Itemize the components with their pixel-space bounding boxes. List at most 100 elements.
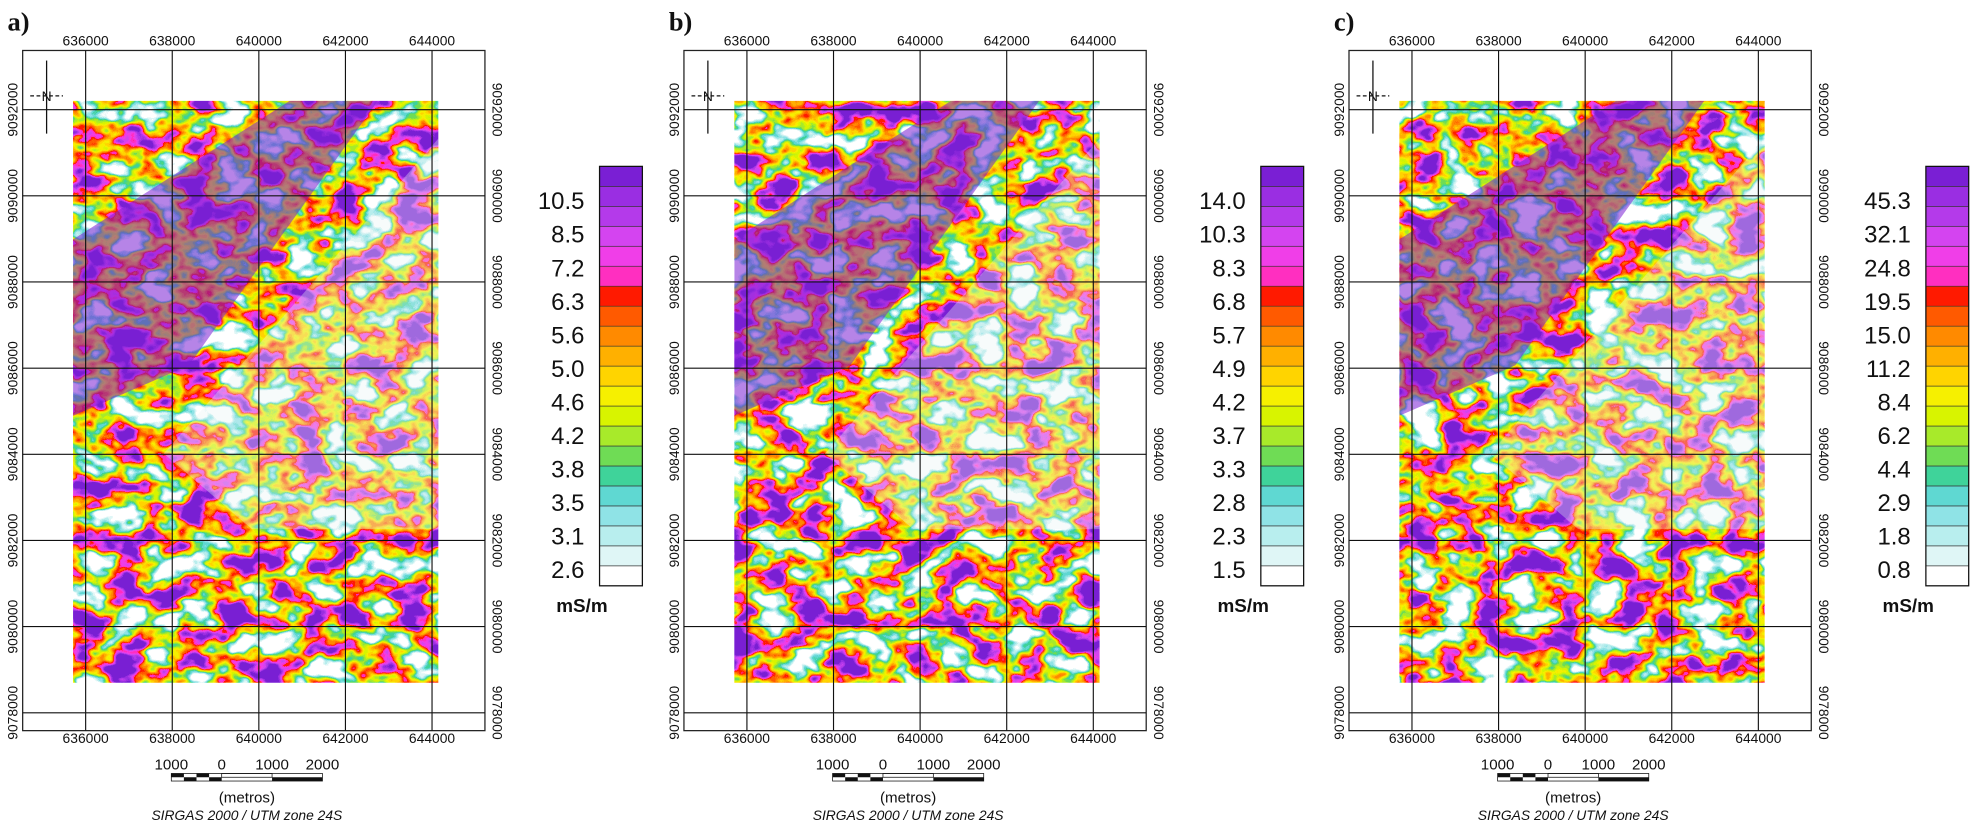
- legend-swatch: [599, 445, 643, 467]
- legend-label: 10.5: [538, 188, 585, 215]
- north-label: N: [703, 88, 713, 104]
- y-tick-label: 9082000: [666, 513, 682, 567]
- legend-label: 8.4: [1877, 389, 1910, 416]
- crs-label: SIRGAS 2000 / UTM zone 24S: [151, 807, 343, 823]
- legend-swatch: [599, 485, 643, 507]
- panel-label: a): [8, 6, 30, 36]
- x-tick-label: 642000: [984, 730, 1030, 746]
- legend-swatch: [599, 465, 643, 487]
- legend-unit: mS/m: [1883, 596, 1934, 617]
- map-panel: a) 636000 636000 638000 638000 640000 640000 64…: [5, 6, 644, 823]
- y-tick-label: 9080000: [1151, 600, 1167, 654]
- legend-swatch: [1925, 445, 1970, 467]
- legend-swatch: [1260, 305, 1304, 327]
- legend-swatch: [599, 325, 643, 347]
- x-tick-label: 642000: [322, 32, 368, 48]
- legend-label: 5.7: [1212, 322, 1245, 349]
- legend-label: 1.8: [1877, 524, 1910, 551]
- y-tick-label: 9080000: [489, 600, 505, 654]
- x-tick-label: 638000: [1475, 730, 1521, 746]
- scale-seg: [1535, 777, 1549, 782]
- legend-label: 5.0: [551, 356, 584, 383]
- x-tick-label: 640000: [236, 730, 282, 746]
- y-tick-label: 9078000: [1151, 686, 1167, 740]
- y-tick-label: 9092000: [5, 82, 21, 136]
- x-tick-label: 642000: [984, 32, 1030, 48]
- x-tick-label: 638000: [810, 32, 856, 48]
- y-tick-label: 9092000: [1331, 82, 1347, 136]
- legend-swatch: [1925, 186, 1970, 207]
- scale-seg: [1547, 773, 1599, 778]
- scale-seg: [832, 773, 846, 778]
- y-tick-label: 9090000: [1151, 169, 1167, 223]
- x-tick-label: 638000: [1475, 32, 1521, 48]
- legend-swatch: [599, 186, 643, 207]
- legend-label: 32.1: [1864, 222, 1911, 249]
- legend-label: 4.9: [1212, 356, 1245, 383]
- scale-label: 1000: [154, 757, 188, 774]
- legend-swatch: [1260, 166, 1304, 187]
- legend-swatch: [1260, 345, 1304, 367]
- scale-frame: [170, 773, 323, 782]
- high-band: [73, 100, 378, 416]
- legend-label: 3.8: [551, 457, 584, 484]
- legend-swatch: [599, 565, 643, 587]
- crs-label: SIRGAS 2000 / UTM zone 24S: [813, 807, 1005, 823]
- y-tick-label: 9082000: [1331, 513, 1347, 567]
- legend-swatch: [1925, 385, 1970, 407]
- legend-swatch: [1925, 245, 1970, 267]
- scale-label: 2000: [1632, 757, 1666, 774]
- x-tick-label: 638000: [149, 32, 195, 48]
- low-zone: [825, 138, 1100, 530]
- scale-label: 1000: [1582, 757, 1616, 774]
- y-tick-label: 9084000: [1151, 427, 1167, 481]
- scale-label: 2000: [306, 757, 340, 774]
- scale-unit: (metros): [1545, 789, 1601, 806]
- scale-seg: [183, 777, 197, 782]
- scale-seg: [272, 777, 323, 782]
- legend-swatch: [1925, 405, 1970, 427]
- map-panel: b) 636000 636000 638000 638000 640000 640000 64…: [666, 6, 1305, 823]
- legend-frame: [1925, 165, 1970, 587]
- legend-label: 4.2: [551, 423, 584, 450]
- y-tick-label: 9082000: [1151, 514, 1167, 568]
- legend-swatch: [1925, 225, 1970, 247]
- legend-swatch: [1925, 205, 1970, 227]
- legend-swatch: [1925, 265, 1970, 287]
- legend-swatch: [599, 525, 643, 547]
- crs-label: SIRGAS 2000 / UTM zone 24S: [1478, 807, 1670, 823]
- x-tick-label: 640000: [1562, 730, 1608, 746]
- legend-label: 6.2: [1877, 423, 1910, 450]
- legend-swatch: [1260, 425, 1304, 447]
- legend-label: 8.5: [551, 222, 584, 249]
- scale-seg: [857, 773, 871, 778]
- legend-label: 1.5: [1212, 557, 1245, 584]
- y-tick-label: 9086000: [1816, 341, 1832, 395]
- legend-swatch: [1925, 505, 1970, 527]
- y-tick-label: 9086000: [489, 341, 505, 395]
- legend-label: 3.3: [1212, 457, 1245, 484]
- legend-swatch: [599, 345, 643, 367]
- legend-label: 2.6: [551, 557, 584, 584]
- y-tick-label: 9084000: [5, 427, 21, 481]
- legend-swatch: [1260, 265, 1304, 287]
- y-tick-label: 9090000: [489, 169, 505, 223]
- y-tick-label: 9078000: [666, 686, 682, 740]
- legend-swatch: [599, 425, 643, 447]
- scale-unit: (metros): [219, 789, 275, 806]
- legend-swatch: [1925, 325, 1970, 347]
- y-tick-label: 9082000: [1816, 514, 1832, 568]
- scale-frame: [832, 773, 985, 782]
- x-tick-label: 638000: [149, 730, 195, 746]
- legend-label: 0.8: [1877, 557, 1910, 584]
- y-tick-label: 9078000: [1816, 686, 1832, 740]
- legend-unit: mS/m: [1217, 596, 1268, 617]
- scale-label: 0: [1544, 757, 1552, 774]
- legend-swatch: [1925, 285, 1970, 307]
- legend-label: 2.3: [1212, 524, 1245, 551]
- x-tick-label: 636000: [1389, 32, 1435, 48]
- legend-swatch: [599, 505, 643, 527]
- legend-label: 8.3: [1212, 255, 1245, 282]
- y-tick-label: 9078000: [489, 686, 505, 740]
